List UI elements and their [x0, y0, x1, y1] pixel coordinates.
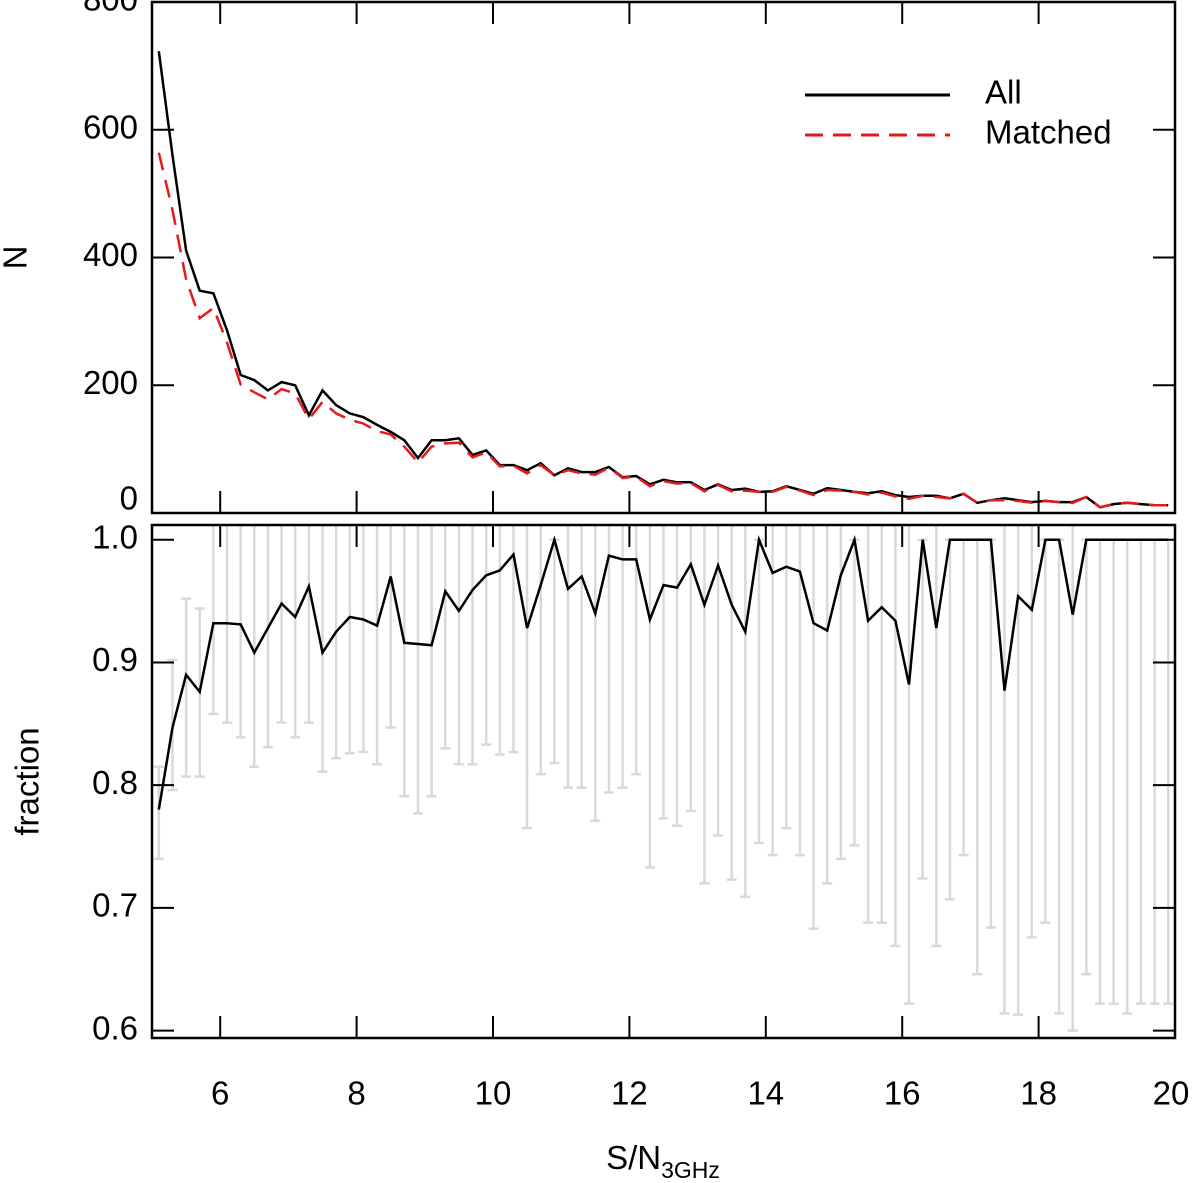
data-line [157, 51, 1169, 509]
x-tick-label: 20 [1153, 1075, 1190, 1112]
x-axis-label: S/N3GHz [606, 1139, 720, 1183]
data-line [157, 152, 1169, 509]
y-tick-label: 0.6 [92, 1009, 138, 1046]
y-tick-label: 600 [83, 108, 138, 145]
y-tick-label: 200 [83, 364, 138, 401]
x-label-main: S/N [606, 1139, 661, 1176]
y-axis-label: N [0, 246, 34, 270]
x-label-subscript: 3GHz [661, 1157, 720, 1183]
plot-frame [150, 523, 1177, 1040]
panel [157, 51, 1169, 509]
x-tick-label: 14 [747, 1075, 784, 1112]
legend-label: Matched [985, 114, 1112, 151]
x-tick-label: 12 [611, 1075, 648, 1112]
x-tick-label: 8 [347, 1075, 365, 1112]
legend-label: All [985, 74, 1022, 111]
y-tick-label: 0 [120, 480, 138, 517]
x-tick-label: 18 [1020, 1075, 1057, 1112]
panel [153, 525, 1174, 1032]
y-tick-label: 400 [83, 236, 138, 273]
data-line [157, 534, 1169, 810]
y-tick-label: 800 [83, 0, 138, 18]
x-tick-label: 6 [211, 1075, 229, 1112]
y-axis-label: fraction [9, 727, 46, 835]
y-tick-label: 0.8 [92, 764, 138, 801]
y-tick-label: 0.7 [92, 887, 138, 924]
x-tick-label: 16 [884, 1075, 921, 1112]
plot-frame [150, 0, 1177, 515]
x-tick-label: 10 [475, 1075, 512, 1112]
y-tick-label: 0.9 [92, 641, 138, 678]
y-tick-label: 1.0 [92, 518, 138, 555]
